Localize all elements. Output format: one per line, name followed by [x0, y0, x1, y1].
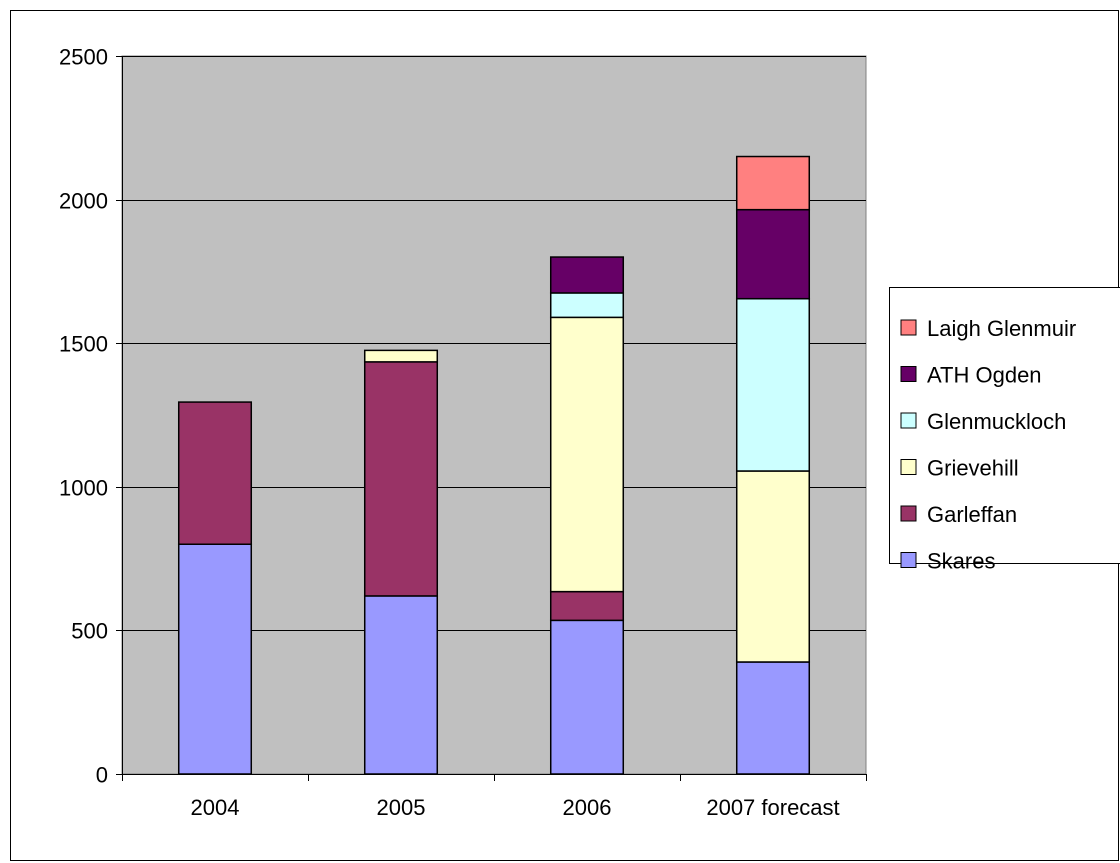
bar-segment — [363, 349, 439, 363]
legend-swatch — [900, 552, 917, 568]
bars — [177, 155, 811, 775]
bar-segment — [549, 256, 625, 294]
y-tick-label: 1500 — [59, 332, 108, 357]
legend-label: Laigh Glenmuir — [927, 316, 1076, 341]
bar-segment — [549, 316, 625, 593]
y-tick-label: 2000 — [59, 189, 108, 214]
bar-segment — [735, 470, 811, 663]
legend-swatch — [900, 505, 917, 522]
axes: 0 500 1000 1500 2000 2500 2004 2005 2006 2007 for… — [59, 45, 867, 820]
legend-label: Grievehill — [927, 456, 1019, 481]
bar-segment — [363, 595, 439, 775]
legend-label: ATH Ogden — [927, 363, 1042, 388]
bar-segment — [549, 619, 625, 775]
bar-segment — [735, 208, 811, 300]
y-tick-label: 1000 — [59, 476, 108, 501]
y-tick-label: 0 — [96, 763, 108, 788]
y-tick-label: 2500 — [59, 45, 108, 70]
legend-label: Glenmuckloch — [927, 409, 1066, 434]
legend-swatch — [900, 366, 917, 382]
legend-swatch — [900, 459, 917, 475]
x-tick-label: 2006 — [563, 795, 612, 820]
y-tick-label: 500 — [71, 619, 108, 644]
legend-label: Skares — [927, 549, 995, 574]
legend-label: Garleffan — [927, 502, 1017, 527]
bar-segment — [735, 297, 811, 472]
bar-segment — [549, 292, 625, 319]
x-tick-label: 2007 forecast — [706, 795, 839, 820]
bar-segment — [177, 401, 253, 545]
legend: Laigh Glenmuir ATH Ogden Glenmuckloch Griev… — [889, 287, 1120, 574]
bar-segment — [735, 661, 811, 775]
bar-segment — [363, 361, 439, 597]
legend-box — [889, 287, 1120, 564]
legend-swatch — [900, 412, 917, 429]
bar-segment — [549, 590, 625, 622]
bar-segment — [735, 155, 811, 211]
bar-segment — [177, 543, 253, 775]
legend-swatch — [900, 319, 917, 336]
x-tick-label: 2004 — [191, 795, 240, 820]
x-tick-label: 2005 — [377, 795, 426, 820]
